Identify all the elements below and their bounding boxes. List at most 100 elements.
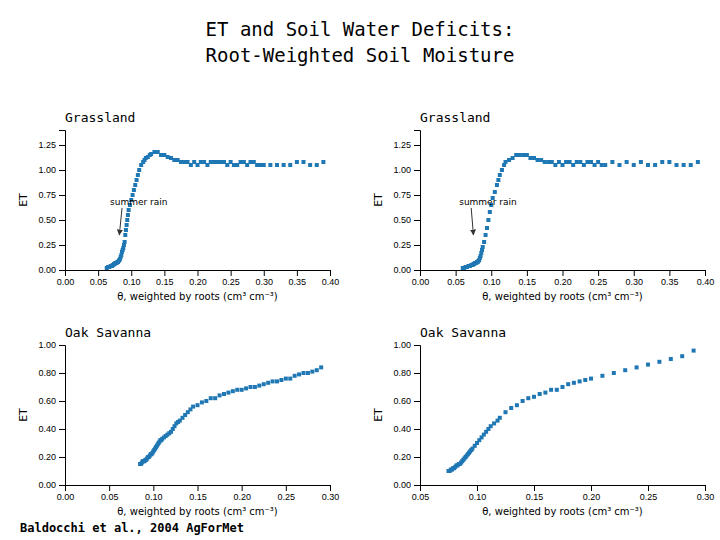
tick-mark (198, 270, 199, 276)
axis-domain (66, 271, 331, 277)
point (302, 371, 306, 375)
tick-mark (414, 220, 420, 221)
tick-label: 0.25 (222, 277, 240, 287)
tick-label: 0.10 (123, 277, 141, 287)
tick: 0.15 (156, 270, 174, 287)
point (578, 379, 582, 383)
tick: 0.25 (38, 240, 65, 250)
tick: 0.25 (640, 485, 658, 502)
tick: 0.40 (322, 270, 340, 287)
tick-label: 1.25 (393, 140, 411, 150)
point (561, 163, 565, 167)
tick-label: 0.50 (393, 215, 411, 225)
point (632, 163, 636, 167)
tick-label: 0.35 (661, 277, 679, 287)
subplot-title: Oak Savanna (65, 325, 151, 340)
tick: 0.00 (393, 265, 420, 275)
tick-label: 0.20 (393, 452, 411, 462)
y-axis-label: ET (372, 193, 385, 207)
point (596, 160, 600, 164)
point (200, 400, 204, 404)
point (275, 379, 279, 383)
point (600, 163, 604, 167)
tick-mark (414, 457, 420, 458)
point (279, 378, 283, 382)
tick: 0.10 (469, 485, 487, 502)
tick: 0.40 (393, 424, 420, 434)
tick-label: 0.80 (38, 368, 56, 378)
tick-mark (414, 429, 420, 430)
tick-label: 0.20 (38, 452, 56, 462)
figure-title: ET and Soil Water Deficits: (206, 18, 515, 40)
x-axis-label: θ, weighted by roots (cm³ cm⁻³) (117, 506, 278, 517)
tick: 0.00 (38, 265, 65, 275)
point (532, 395, 536, 399)
tick-label: 0.30 (322, 492, 340, 502)
tick-mark (286, 485, 287, 491)
point (191, 405, 195, 409)
subplot: 0.000.050.100.150.200.250.300.000.200.40… (17, 325, 339, 517)
point (526, 396, 530, 400)
tick-label: 0.30 (697, 492, 715, 502)
tick: 0.60 (38, 396, 65, 406)
point (549, 388, 553, 392)
tick-mark (59, 195, 65, 196)
tick-label: 0.15 (519, 277, 537, 287)
tick: 0.00 (412, 270, 430, 287)
point (209, 396, 213, 400)
tick-mark (414, 195, 420, 196)
tick-label: 0.25 (393, 240, 411, 250)
point (511, 156, 515, 160)
tick: 0.75 (38, 190, 65, 200)
tick: 0.30 (255, 270, 273, 287)
tick-label: 0.00 (412, 277, 430, 287)
tick-label: 0.15 (156, 277, 174, 287)
tick-label: 0.25 (590, 277, 608, 287)
point (525, 153, 529, 157)
tick: 0.25 (222, 270, 240, 287)
tick-label: 1.00 (393, 340, 411, 350)
tick-mark (330, 485, 331, 491)
point (123, 240, 127, 244)
point (532, 156, 536, 160)
tick: 0.50 (393, 215, 420, 225)
point (610, 160, 614, 164)
tick-mark (59, 270, 65, 271)
tick-label: 0.60 (393, 396, 411, 406)
axis-domain (59, 346, 66, 486)
tick: 1.25 (38, 140, 65, 150)
point (315, 368, 319, 372)
point (266, 381, 270, 385)
point (682, 163, 686, 167)
tick-label: 0.75 (38, 190, 56, 200)
x-axis-label: θ, weighted by roots (cm³ cm⁻³) (117, 291, 278, 302)
point (582, 163, 586, 167)
point (127, 208, 131, 212)
point (257, 384, 261, 388)
tick: 0.75 (393, 190, 420, 200)
tick-mark (59, 145, 65, 146)
tick: 0.25 (590, 270, 608, 287)
y-axis-label: ET (17, 408, 30, 422)
tick-label: 0.60 (38, 396, 56, 406)
tick: 0.25 (393, 240, 420, 250)
tick-label: 0.20 (233, 492, 251, 502)
point (125, 218, 129, 222)
tick-mark (242, 485, 243, 491)
point (583, 378, 587, 382)
axis-domain (421, 271, 706, 277)
tick-label: 0.10 (145, 492, 163, 502)
tick-label: 1.00 (38, 340, 56, 350)
tick-mark (164, 270, 165, 276)
tick-mark (527, 270, 528, 276)
tick-mark (153, 485, 154, 491)
tick: 1.00 (393, 340, 420, 350)
point (135, 178, 139, 182)
annotation: summer rain (110, 197, 167, 207)
tick-mark (59, 401, 65, 402)
tick-mark (634, 270, 635, 276)
tick-label: 0.00 (57, 492, 75, 502)
point (489, 424, 493, 428)
figure-subtitle: Root-Weighted Soil Moisture (206, 44, 515, 66)
point (657, 360, 661, 364)
